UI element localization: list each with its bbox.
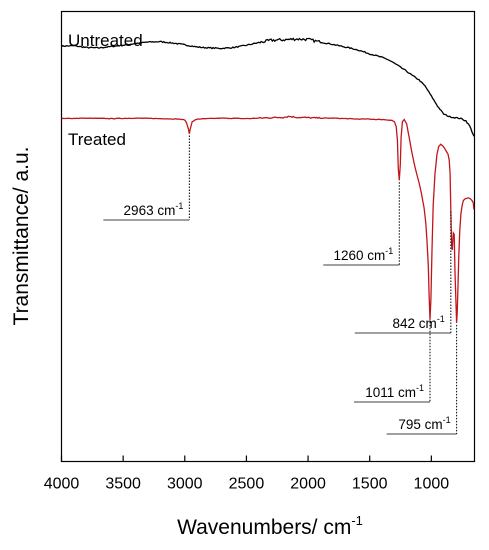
x-tick-label: 1000 xyxy=(414,476,450,493)
series-labels: Untreated Treated xyxy=(68,31,143,149)
x-axis-label: Wavenumbers/ cm-1 xyxy=(177,513,363,539)
x-tick-label: 1500 xyxy=(352,476,388,493)
peak-label: 1260 cm-1 xyxy=(334,246,394,263)
plot-frame xyxy=(60,10,476,463)
peak-annotations: 2963 cm-1 1260 cm-1 842 cm-1 1011 cm-1 795 c… xyxy=(103,135,458,435)
series-line-treated xyxy=(61,115,475,323)
x-tick-label: 3500 xyxy=(105,476,141,493)
y-axis-label: Transmittance/ a.u. xyxy=(10,147,33,326)
x-tick-label: 4000 xyxy=(44,476,80,493)
series-label-untreated: Untreated xyxy=(68,31,143,50)
peak-label: 842 cm-1 xyxy=(393,314,445,331)
x-tick-label: 2500 xyxy=(229,476,265,493)
x-tick-label: 2000 xyxy=(290,476,326,493)
peak-label: 795 cm-1 xyxy=(398,415,450,432)
peak-label: 2963 cm-1 xyxy=(124,201,184,218)
peak-label: 1011 cm-1 xyxy=(365,383,424,400)
series-line-untreated xyxy=(61,37,475,137)
spectra xyxy=(61,37,475,323)
x-axis-ticks: 4000 3500 3000 2500 2000 1500 1000 xyxy=(44,455,450,493)
series-label-treated: Treated xyxy=(68,130,126,149)
x-tick-label: 3000 xyxy=(167,476,203,493)
